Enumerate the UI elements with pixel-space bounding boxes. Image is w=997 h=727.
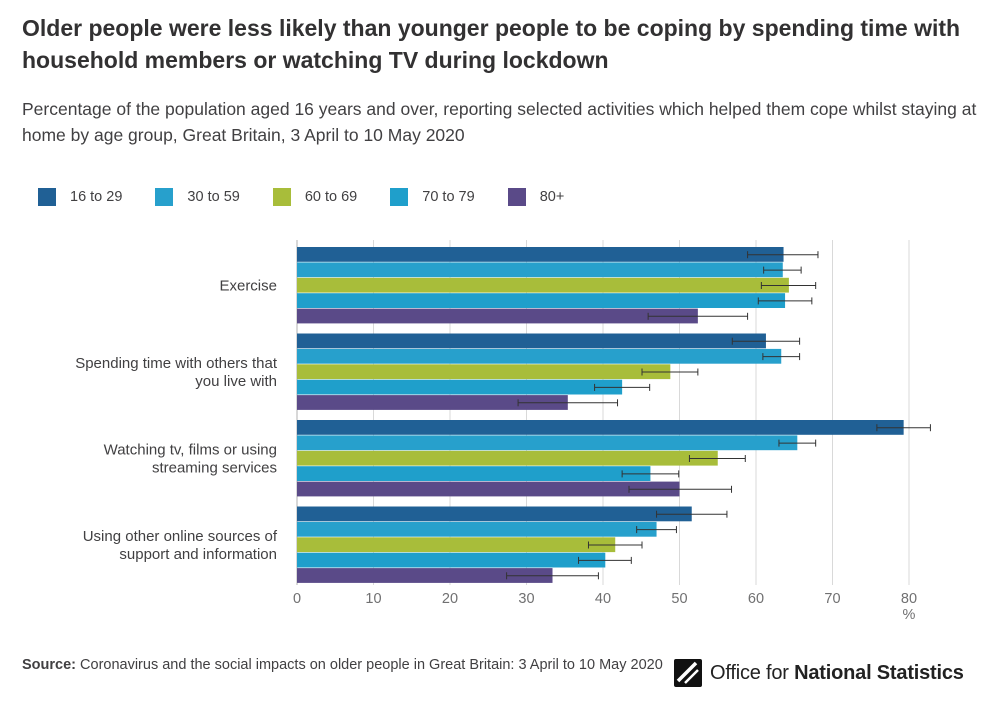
bar — [297, 364, 671, 380]
x-tick-label: 20 — [442, 591, 458, 607]
x-tick-label: 10 — [365, 591, 381, 607]
legend-item: 60 to 69 — [272, 188, 358, 206]
category-label: you live with — [195, 373, 277, 390]
legend-item: 16 to 29 — [38, 188, 122, 206]
bar — [297, 435, 798, 451]
bar — [297, 420, 904, 435]
ons-logo-text-bold: National Statistics — [794, 661, 964, 684]
bar — [297, 568, 553, 583]
x-tick-label: 40 — [595, 591, 611, 607]
legend-item: 80+ — [507, 188, 565, 206]
bar — [297, 247, 784, 262]
category-label: support and information — [119, 546, 277, 563]
x-tick-label: 80 — [901, 591, 917, 607]
bar — [297, 466, 651, 481]
bar — [297, 379, 623, 395]
category-label: Spending time with others that — [75, 355, 278, 372]
source-label: Source: — [22, 657, 76, 673]
bar — [297, 277, 789, 293]
bar — [297, 537, 616, 553]
bar — [297, 521, 657, 537]
legend: 16 to 29 30 to 59 60 to 69 70 to 79 80+ — [38, 186, 597, 208]
legend-item: 70 to 79 — [390, 188, 475, 206]
category-label: Watching tv, films or using — [104, 442, 277, 459]
legend-label: 60 to 69 — [304, 189, 358, 205]
chart-subtitle: Percentage of the population aged 16 yea… — [22, 99, 977, 145]
x-unit-label: % — [903, 607, 916, 623]
bar — [297, 506, 692, 522]
ons-logo-icon — [674, 659, 702, 687]
bar — [297, 395, 568, 410]
legend-label: 30 to 59 — [187, 189, 240, 205]
bar — [297, 333, 766, 349]
source-text: Coronavirus and the social impacts on ol… — [80, 657, 663, 673]
legend-swatch — [155, 188, 174, 206]
ons-logo: Office for National Statistics — [674, 655, 964, 691]
bar — [297, 450, 718, 466]
legend-swatch — [390, 188, 409, 206]
category-label: Exercise — [219, 278, 277, 295]
bar — [297, 348, 782, 364]
x-tick-label: 30 — [518, 591, 534, 607]
category-label: Using other online sources of — [83, 528, 278, 545]
x-tick-label: 50 — [671, 591, 687, 607]
source-note: Source: Coronavirus and the social impac… — [22, 654, 663, 676]
bar — [297, 262, 783, 278]
x-tick-label: 70 — [824, 591, 840, 607]
x-tick-label: 0 — [293, 591, 301, 607]
chart-title: Older people were less likely than young… — [22, 15, 961, 73]
category-label: streaming services — [152, 460, 277, 477]
bar — [297, 481, 680, 497]
legend-swatch — [38, 188, 56, 206]
ons-logo-text-regular: Office for — [710, 661, 795, 684]
legend-label: 16 to 29 — [70, 189, 123, 205]
legend-item: 30 to 59 — [155, 188, 240, 206]
legend-swatch — [507, 188, 526, 206]
bar — [297, 308, 698, 324]
x-tick-label: 60 — [748, 591, 764, 607]
legend-label: 80+ — [539, 189, 565, 205]
bar-chart: 0 10 20 30 40 50 60 70 80% Exercise Spending time … — [75, 240, 931, 623]
bar — [297, 293, 786, 308]
bar — [297, 552, 606, 568]
legend-label: 70 to 79 — [422, 189, 475, 205]
legend-swatch — [272, 188, 291, 206]
ons-logo-text: Office for National Statistics — [710, 662, 964, 685]
